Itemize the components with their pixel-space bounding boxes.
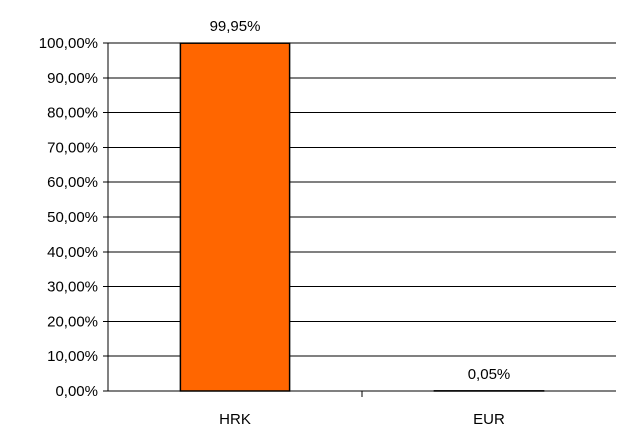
data-label-hrk: 99,95% (210, 18, 261, 35)
data-label-eur: 0,05% (468, 366, 511, 383)
y-tick-label: 10,00% (47, 348, 98, 365)
y-tick-label: 80,00% (47, 105, 98, 122)
y-tick-label: 0,00% (55, 383, 98, 400)
y-tick-label: 20,00% (47, 313, 98, 330)
y-tick-label: 50,00% (47, 209, 98, 226)
y-tick-label: 100,00% (39, 35, 98, 52)
x-tick-label-eur: EUR (473, 411, 505, 428)
y-tick-label: 60,00% (47, 174, 98, 191)
x-tick-label-hrk: HRK (219, 411, 251, 428)
x-tick-labels: HRK EUR (219, 411, 505, 428)
y-tick-label: 90,00% (47, 70, 98, 87)
y-tick-label: 40,00% (47, 244, 98, 261)
y-tick-label: 70,00% (47, 139, 98, 156)
y-tick-label: 30,00% (47, 279, 98, 296)
y-tick-labels: 0,00% 10,00% 20,00% 30,00% 40,00% 50,00% 60,00… (39, 35, 98, 400)
bar-hrk (180, 43, 289, 391)
